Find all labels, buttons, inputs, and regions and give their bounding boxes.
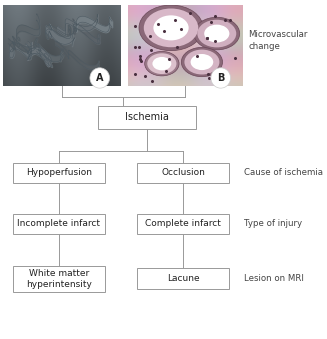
Text: Type of injury: Type of injury (244, 219, 302, 228)
Text: Lacune: Lacune (167, 274, 199, 283)
Circle shape (90, 68, 110, 88)
Circle shape (211, 68, 231, 88)
Text: Lesion on MRI: Lesion on MRI (244, 274, 303, 283)
FancyBboxPatch shape (137, 268, 229, 289)
Text: White matter
hyperintensity: White matter hyperintensity (26, 269, 92, 289)
Text: Incomplete infarct: Incomplete infarct (17, 219, 100, 228)
Text: B: B (217, 73, 224, 83)
Text: Microvascular
change: Microvascular change (249, 31, 308, 51)
FancyBboxPatch shape (13, 214, 105, 234)
Text: Cause of ischemia: Cause of ischemia (244, 168, 323, 177)
FancyBboxPatch shape (137, 163, 229, 183)
FancyBboxPatch shape (98, 106, 196, 129)
FancyBboxPatch shape (137, 214, 229, 234)
FancyBboxPatch shape (13, 266, 105, 292)
Text: Ischemia: Ischemia (125, 112, 169, 122)
Text: Complete infarct: Complete infarct (145, 219, 221, 228)
Text: A: A (96, 73, 103, 83)
Text: Hypoperfusion: Hypoperfusion (26, 168, 92, 177)
Text: Occlusion: Occlusion (161, 168, 205, 177)
FancyBboxPatch shape (13, 163, 105, 183)
